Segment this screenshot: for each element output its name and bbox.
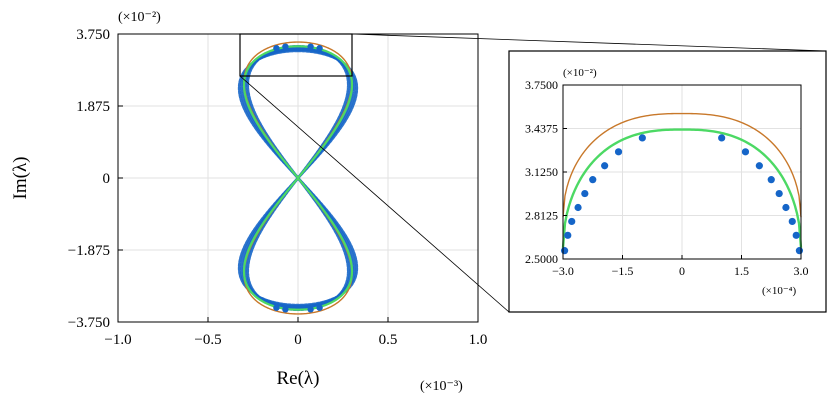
inset-x-tick-label: −1.5 [612, 264, 634, 278]
zoom-connector-bottom [239, 75, 510, 313]
y-multiplier: (×10⁻²) [118, 10, 161, 25]
green-curve [242, 45, 354, 311]
inset-eigenvalue-dot [782, 203, 790, 212]
main-eigenvalue-dot [316, 304, 323, 311]
inset-curves [560, 112, 804, 255]
main-eigenvalue-dot [316, 45, 323, 52]
zoom-connector-top [351, 33, 827, 52]
inset-x-multiplier: (×10⁻⁴) [762, 285, 797, 297]
inset-eigenvalue-dot [601, 162, 609, 170]
inset-eigenvalue-dot [741, 148, 750, 156]
main-eigenvalue-dot [273, 45, 280, 52]
inset-ticks: −3.0 −1.5 0 1.5 3.0 3.7500 3.4375 3.1250 2.8125 2… [525, 78, 809, 278]
inset-green-curve [561, 128, 803, 248]
inset-eigenvalue-dot [564, 231, 572, 239]
main-curves [237, 41, 359, 315]
inset-x-tick-label: −3.0 [552, 264, 574, 278]
main-y-tick-label: −3.750 [68, 315, 110, 331]
inset-y-tick-label: 3.4375 [525, 122, 558, 136]
x-multiplier: (×10⁻³) [420, 379, 463, 394]
inset-eigenvalue-dot [574, 203, 582, 212]
main-x-tick-label: 0.5 [379, 332, 398, 348]
inset-x-tick-label: 3.0 [794, 264, 809, 278]
main-x-tick-label: 1.0 [469, 332, 488, 348]
y-axis-label: Im(λ) [10, 157, 31, 200]
inset-y-tick-label: 2.8125 [525, 209, 558, 223]
inset-eigenvalue-dot [581, 189, 589, 198]
main-ticks: −1.0 −0.5 0 0.5 1.0 3.750 1.875 0 −1.875 −3.750 [68, 27, 488, 348]
inset-x-tick-label: 0 [679, 264, 685, 278]
inset-y-tick-label: 3.1250 [525, 165, 558, 179]
inset-eigenvalue-dot [638, 134, 646, 142]
inset-eigenvalue-dot [589, 176, 597, 184]
inset-eigenvalue-dot [568, 217, 576, 226]
inset-eigenvalue-dot [792, 231, 800, 239]
inset-eigenvalue-dot [560, 247, 569, 255]
main-eigenvalue-dot [307, 43, 314, 50]
main-y-tick-label: 1.875 [76, 99, 110, 115]
inset-eigenvalue-dot [775, 189, 783, 198]
inset-x-tick-label: 1.5 [734, 264, 749, 278]
main-eigenvalue-dot [273, 304, 280, 311]
main-eigenvalue-dot [282, 306, 289, 313]
main-y-tick-label: −1.875 [68, 243, 110, 259]
main-x-tick-label: −0.5 [194, 332, 221, 348]
inset-eigenvalue-dot [755, 162, 763, 170]
inset-orange-curve [562, 112, 802, 218]
inset-eigenvalue-dot [795, 247, 804, 255]
inset-eigenvalue-dot [767, 176, 775, 184]
main-eigenvalue-dot [307, 306, 314, 313]
inset-eigenvalue-dot [788, 217, 796, 226]
inset-eigenvalue-dot [614, 148, 623, 156]
inset-y-tick-label: 3.7500 [525, 78, 558, 92]
inset-y-multiplier: (×10⁻²) [563, 67, 597, 79]
inset-y-tick-label: 2.5000 [525, 252, 558, 266]
main-y-tick-label: 3.750 [76, 27, 110, 43]
zoom-region-box [239, 33, 353, 77]
main-x-tick-label: −1.0 [104, 332, 131, 348]
blue-eigenvalue-band [237, 49, 359, 307]
main-y-tick-label: 0 [103, 171, 111, 187]
main-eigenvalue-dot [282, 43, 289, 50]
main-x-tick-label: 0 [294, 332, 302, 348]
inset-eigenvalue-dot [718, 134, 726, 142]
x-axis-label: Re(λ) [277, 368, 320, 389]
